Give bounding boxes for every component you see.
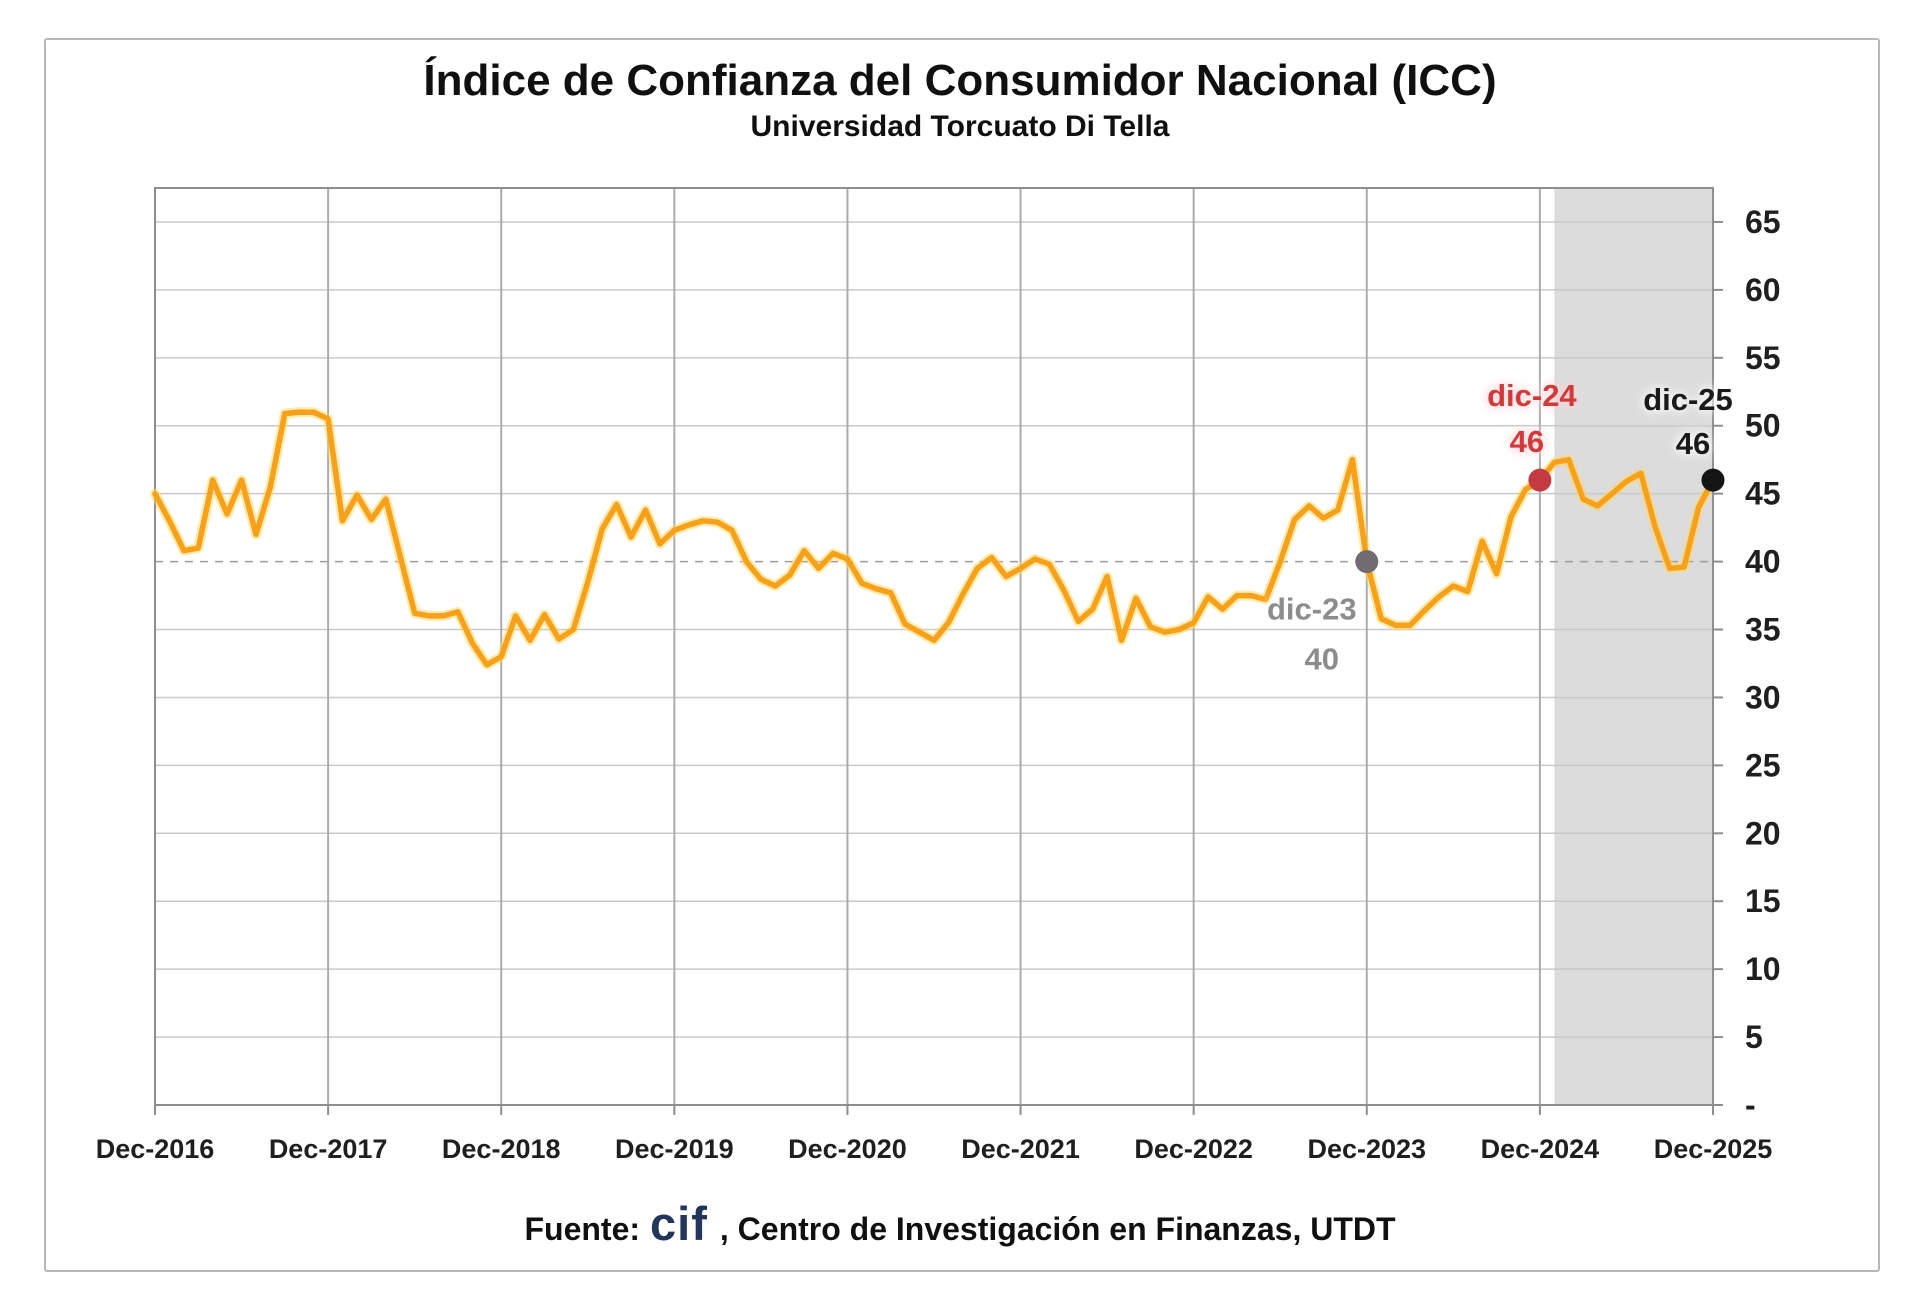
icc-line-glow	[150, 407, 1718, 670]
x-tick-label-Dec-2024: Dec-2024	[1481, 1134, 1600, 1164]
source-line: Fuente: cif , Centro de Investigación en…	[0, 1196, 1920, 1251]
cif-logo: cif	[650, 1197, 708, 1250]
y-tick-label-40: 40	[1745, 544, 1781, 580]
dic-23-value: 40	[1305, 642, 1339, 677]
x-tick-label-Dec-2023: Dec-2023	[1307, 1134, 1426, 1164]
y-tick-label-25: 25	[1745, 747, 1781, 783]
plot-border	[154, 187, 1714, 1106]
dic-24-marker	[1528, 468, 1552, 492]
x-tick-label-Dec-2021: Dec-2021	[961, 1134, 1080, 1164]
dic-23-marker	[1355, 550, 1379, 574]
chart-title: Índice de Confianza del Consumidor Nacio…	[423, 56, 1497, 105]
source-suffix: , Centro de Investigación en Finanzas, U…	[719, 1211, 1396, 1247]
y-tick-label-15: 15	[1745, 883, 1781, 919]
x-tick-label-Dec-2022: Dec-2022	[1134, 1134, 1253, 1164]
x-tick-label-Dec-2019: Dec-2019	[615, 1134, 734, 1164]
dic-24-label: dic-24	[1487, 378, 1577, 413]
y-tick-label-10: 10	[1745, 951, 1781, 987]
y-tick-label-45: 45	[1745, 476, 1781, 512]
y-tick-label-60: 60	[1745, 272, 1781, 308]
y-tick-label-30: 30	[1745, 679, 1781, 715]
x-tick-label-Dec-2020: Dec-2020	[788, 1134, 907, 1164]
x-tick-label-Dec-2017: Dec-2017	[269, 1134, 388, 1164]
y-tick-label-20: 20	[1745, 815, 1781, 851]
x-tick-label-Dec-2025: Dec-2025	[1654, 1134, 1773, 1164]
chart-subtitle: Universidad Torcuato Di Tella	[750, 110, 1170, 143]
x-tick-label-Dec-2016: Dec-2016	[96, 1134, 215, 1164]
dic-25-label: dic-25	[1643, 382, 1733, 417]
y-tick-label-55: 55	[1745, 340, 1781, 376]
dic-24-value: 46	[1510, 424, 1544, 459]
dic-23-label: dic-23	[1267, 592, 1357, 627]
y-tick-label-35: 35	[1745, 612, 1781, 648]
y-tick-label--: -	[1745, 1087, 1756, 1123]
x-tick-label-Dec-2018: Dec-2018	[442, 1134, 561, 1164]
dic-25-value: 46	[1676, 426, 1710, 461]
y-tick-label-65: 65	[1745, 204, 1781, 240]
icc-line	[152, 409, 1716, 668]
source-prefix: Fuente:	[524, 1211, 641, 1247]
y-tick-label-50: 50	[1745, 408, 1781, 444]
dic-25-marker	[1701, 468, 1725, 492]
y-tick-label-5: 5	[1745, 1019, 1763, 1055]
forecast-band	[1554, 188, 1713, 1105]
